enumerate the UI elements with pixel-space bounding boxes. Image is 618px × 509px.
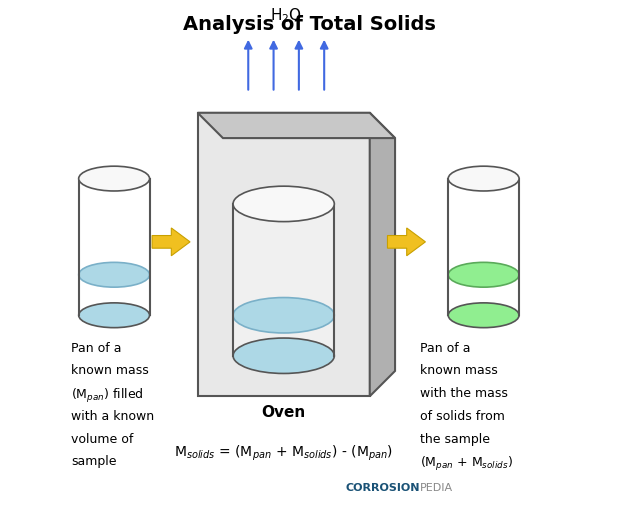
Text: H$_2$O: H$_2$O: [270, 7, 302, 25]
Text: (M$_{pan}$) filled: (M$_{pan}$) filled: [71, 386, 144, 404]
Text: Analysis of Total Solids: Analysis of Total Solids: [182, 15, 436, 34]
Polygon shape: [152, 229, 190, 256]
Polygon shape: [448, 179, 519, 316]
Text: sample: sample: [71, 455, 117, 468]
Text: M$_{solids}$ = (M$_{pan}$ + M$_{solids}$) - (M$_{pan}$): M$_{solids}$ = (M$_{pan}$ + M$_{solids}$…: [174, 443, 393, 462]
Text: PEDIA: PEDIA: [420, 483, 454, 493]
Polygon shape: [233, 316, 334, 356]
Polygon shape: [198, 114, 395, 139]
Text: known mass: known mass: [71, 363, 149, 377]
Text: (M$_{pan}$ + M$_{solids}$): (M$_{pan}$ + M$_{solids}$): [420, 455, 514, 472]
Text: CORROSION: CORROSION: [346, 483, 420, 493]
Text: with the mass: with the mass: [420, 386, 508, 400]
Polygon shape: [448, 275, 519, 316]
Ellipse shape: [448, 167, 519, 191]
Ellipse shape: [448, 263, 519, 288]
Text: Oven: Oven: [261, 404, 306, 419]
Text: known mass: known mass: [420, 363, 498, 377]
Text: with a known: with a known: [71, 409, 154, 422]
Text: volume of: volume of: [71, 432, 133, 445]
Ellipse shape: [448, 303, 519, 328]
Text: Pan of a: Pan of a: [71, 341, 122, 354]
Text: Pan of a: Pan of a: [420, 341, 471, 354]
Ellipse shape: [233, 298, 334, 333]
Ellipse shape: [78, 167, 150, 191]
Polygon shape: [78, 179, 150, 316]
Polygon shape: [387, 229, 425, 256]
Ellipse shape: [233, 187, 334, 222]
Polygon shape: [78, 275, 150, 316]
Polygon shape: [370, 114, 395, 397]
Polygon shape: [198, 114, 370, 397]
Ellipse shape: [78, 303, 150, 328]
Text: the sample: the sample: [420, 432, 490, 445]
Polygon shape: [233, 205, 334, 356]
Ellipse shape: [78, 263, 150, 288]
Ellipse shape: [233, 338, 334, 374]
Text: of solids from: of solids from: [420, 409, 506, 422]
